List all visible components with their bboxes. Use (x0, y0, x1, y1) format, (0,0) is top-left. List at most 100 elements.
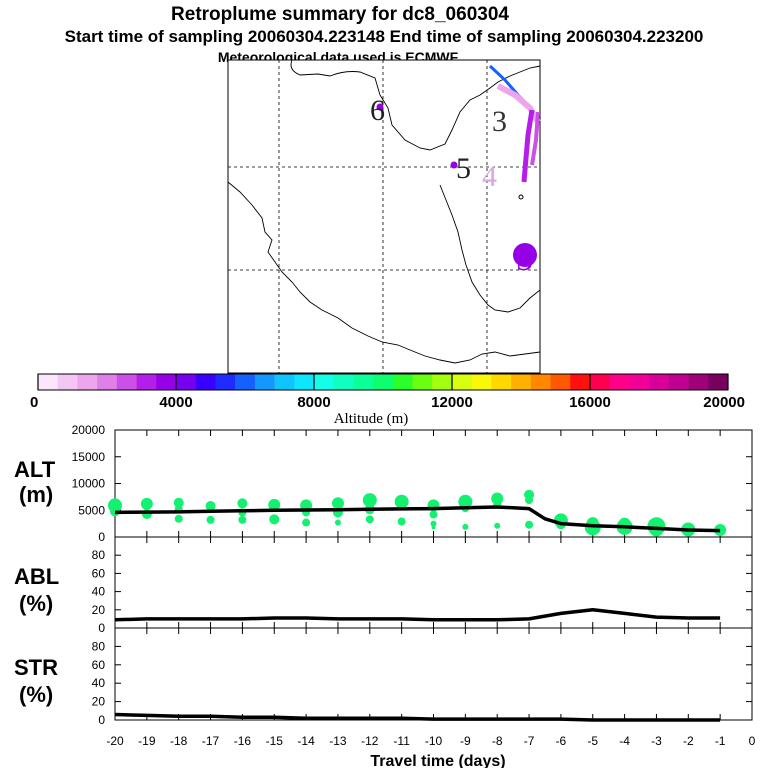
scatter-point (206, 515, 215, 524)
x-tick-label: -11 (393, 734, 410, 748)
scatter-point (494, 522, 501, 529)
trajectory-violet (530, 111, 540, 166)
scatter-point (237, 498, 248, 509)
panel-alt: 0 5000 10000 15000 20000 ALT(m) (14, 423, 753, 544)
scatter-point (268, 498, 281, 511)
panel-unit: (%) (19, 591, 53, 616)
x-tick-label: -7 (524, 734, 535, 748)
scatter-point (491, 492, 504, 505)
colorbar-tick-label: 0 (30, 394, 38, 411)
colorbar-tick-label: 20000 (703, 394, 745, 411)
colorbar-swatch (432, 374, 453, 390)
map-small-circle (518, 194, 524, 200)
map-label-4: 4 (482, 160, 497, 193)
colorbar-swatch (609, 374, 630, 390)
colorbar-swatch (629, 374, 650, 390)
colorbar-tick-label: 4000 (159, 394, 192, 411)
panel-label: ALT (14, 457, 56, 482)
colorbar-tick-label: 12000 (431, 394, 473, 411)
series-line (114, 505, 721, 533)
scatter-point (140, 497, 153, 510)
map-label-5-large: 5 (516, 241, 533, 278)
scatter-point (462, 523, 469, 530)
x-tick-label: -8 (492, 734, 503, 748)
scatter-point (365, 515, 374, 524)
colorbar-swatch (373, 374, 394, 390)
scatter-point (430, 520, 437, 527)
panel-label: STR (14, 655, 58, 680)
y-tick-label: 5000 (78, 503, 105, 517)
x-tick-label: -18 (170, 734, 188, 748)
x-tick-label: -14 (297, 734, 315, 748)
x-tick-label: -15 (266, 734, 284, 748)
map-gridlines (228, 60, 540, 373)
y-tick-label: 0 (98, 713, 105, 727)
scatter-point (429, 510, 438, 519)
colorbar-swatch (550, 374, 571, 390)
scatter-point (334, 519, 341, 526)
x-tick-label: -20 (106, 734, 124, 748)
scatter-point (173, 497, 184, 508)
panel-frame (114, 429, 753, 538)
colorbar-swatch (156, 374, 177, 390)
scatter-point (394, 494, 409, 509)
y-tick-label: 40 (92, 676, 106, 690)
colorbar-swatch (491, 374, 512, 390)
colorbar-swatch (215, 374, 236, 390)
colorbar-swatch (176, 374, 197, 390)
scatter-point (362, 493, 377, 508)
scatter-point (174, 514, 183, 523)
x-axis-label: Travel time (days) (370, 753, 505, 768)
y-tick-label: 60 (92, 658, 106, 672)
scatter-point (431, 525, 436, 530)
trajectory-purple (521, 109, 535, 183)
y-tick-label: 40 (92, 585, 106, 599)
scatter-point (525, 496, 534, 505)
colorbar-swatch (511, 374, 532, 390)
y-tick-label: 10000 (72, 477, 106, 491)
panel-frame (114, 536, 753, 629)
colorbar-swatch (530, 374, 551, 390)
y-tick-label: 20000 (72, 423, 106, 437)
colorbar-swatch (38, 374, 59, 390)
map-label-3: 3 (492, 105, 507, 138)
y-tick-label: 60 (92, 566, 106, 580)
colorbar-swatch (57, 374, 78, 390)
x-tick-label: -12 (361, 734, 379, 748)
scatter-point (238, 515, 247, 524)
trajectories (488, 64, 541, 183)
scatter-point (269, 514, 280, 525)
altitude-colorbar: 0 4000 8000 12000 16000 20000 (30, 373, 745, 411)
colorbar-swatch (570, 374, 591, 390)
scatter-point (331, 497, 344, 510)
y-tick-label: 0 (98, 530, 105, 544)
y-tick-label: 80 (92, 548, 106, 562)
colorbar-swatch (392, 374, 413, 390)
colorbar-swatch (471, 374, 492, 390)
colorbar-swatch (314, 374, 335, 390)
colorbar-swatch (77, 374, 98, 390)
coastline (227, 59, 541, 364)
panel-str: 0 20 40 60 80 STR(%) (14, 627, 753, 727)
series-line (114, 608, 721, 622)
colorbar-swatch (688, 374, 709, 390)
y-tick-label: 80 (92, 639, 106, 653)
scatter-point (205, 500, 216, 511)
colorbar-swatch (195, 374, 216, 390)
colorbar-swatch (294, 374, 315, 390)
colorbar-swatch (590, 374, 611, 390)
sampling-times: Start time of sampling 20060304.223148 E… (65, 27, 704, 46)
series-line (114, 712, 721, 722)
panel-frame (114, 627, 753, 721)
panel-label: ABL (14, 564, 59, 589)
scatter-point (302, 518, 311, 527)
scatter-point (458, 494, 473, 509)
map-label-6: 6 (370, 94, 385, 127)
y-tick-label: 20 (92, 695, 106, 709)
scatter-point (714, 524, 727, 537)
x-tick-label: -3 (651, 734, 662, 748)
colorbar-swatch (412, 374, 433, 390)
y-tick-label: 15000 (72, 450, 106, 464)
chart-panels: 05000100001500020000ALT(m)020406080ABL(%… (14, 423, 756, 748)
figure-title: Retroplume summary for dc8_060304 (171, 4, 509, 25)
